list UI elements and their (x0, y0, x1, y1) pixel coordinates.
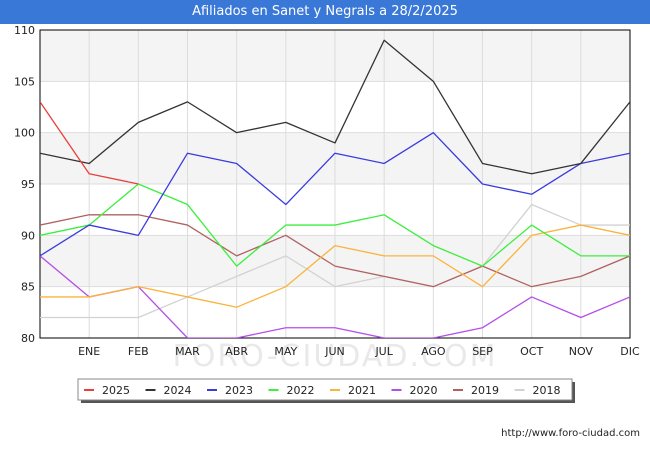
series-line-2021 (40, 224, 630, 308)
x-tick-label: OCT (520, 345, 543, 358)
series-line-2023 (40, 132, 630, 257)
y-tick-label: 95 (21, 178, 35, 191)
plot-area (39, 29, 631, 339)
x-tick-label: AGO (421, 345, 446, 358)
x-tick-label: SEP (472, 345, 493, 358)
legend-item-2024: 2024 (145, 384, 192, 397)
x-tick-label: MAY (274, 345, 297, 358)
y-axis-ticks: 80 85 90 95 100 105 110 (14, 24, 35, 345)
chart-title: Afiliados en Sanet y Negrals a 28/2/2025 (0, 0, 650, 24)
legend-item-2023: 2023 (207, 384, 253, 397)
y-tick-label: 80 (21, 332, 35, 345)
x-tick-label: JUN (324, 345, 345, 358)
legend-item-2018: 2018 (514, 384, 561, 397)
legend-item-2019: 2019 (453, 384, 499, 397)
series-lines (40, 39, 630, 338)
legend-label: 2024 (164, 384, 192, 397)
legend-item-2025: 2025 (84, 384, 130, 397)
series-line-2019 (40, 214, 630, 288)
footer-url: http://www.foro-ciudad.com (501, 428, 640, 439)
legend-label: 2019 (471, 384, 499, 397)
legend-label: 2018 (533, 384, 561, 397)
legend-item-2022: 2022 (268, 384, 315, 397)
series-line-2018 (40, 203, 630, 319)
x-tick-label: DIC (620, 345, 640, 358)
legend-label: 2022 (287, 384, 315, 397)
y-tick-label: 90 (21, 229, 35, 242)
y-tick-label: 100 (14, 127, 35, 140)
x-tick-label: FEB (128, 345, 149, 358)
x-tick-label: ENE (78, 345, 100, 358)
legend-item-2021: 2021 (330, 384, 376, 397)
legend-label: 2023 (225, 384, 253, 397)
series-line-2025 (40, 101, 139, 185)
watermark: FORO-CIUDAD.COM (173, 339, 498, 374)
y-tick-label: 110 (14, 24, 35, 37)
legend-item-2020: 2020 (391, 384, 438, 397)
series-line-2024 (40, 39, 630, 175)
x-tick-label: MAR (175, 345, 200, 358)
legend-label: 2020 (410, 384, 438, 397)
x-tick-label: JUL (374, 345, 393, 358)
legend-label: 2021 (348, 384, 376, 397)
legend-label: 2025 (102, 384, 130, 397)
legend: 2025 2024 2023 2022 2021 2020 2019 2018 (77, 378, 575, 403)
x-tick-label: ABR (225, 345, 248, 358)
y-tick-label: 105 (14, 75, 35, 88)
y-tick-label: 85 (21, 281, 35, 294)
x-axis-ticks: ENE FEB MAR ABR MAY JUN JUL AGO SEP OCT NOV DIC (78, 345, 640, 358)
x-tick-label: NOV (569, 345, 594, 358)
